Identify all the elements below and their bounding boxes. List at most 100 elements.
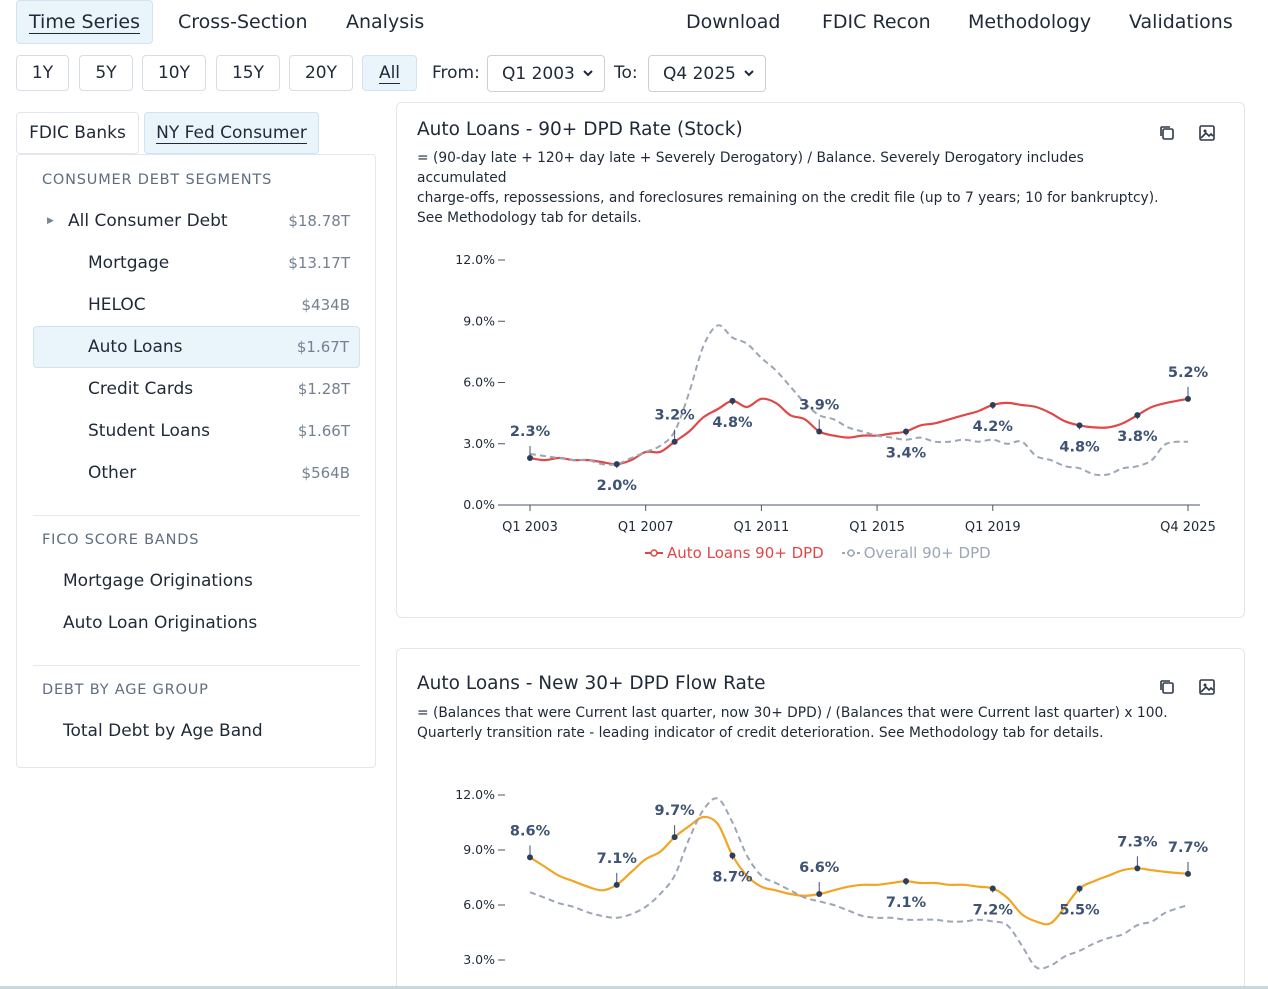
y-tick-label: 3.0% <box>463 436 495 451</box>
data-label: 8.7% <box>712 870 753 886</box>
x-tick-label: Q1 2007 <box>618 520 674 535</box>
x-tick-label: Q1 2015 <box>849 520 905 535</box>
series-line-overall-30dpd <box>529 797 1189 970</box>
sidebar-item-mortgage[interactable]: Mortgage $13.17T <box>33 242 360 284</box>
legend-label-overall[interactable]: Overall 90+ DPD <box>863 544 991 562</box>
legend-label-auto[interactable]: Auto Loans 90+ DPD <box>667 544 824 562</box>
range-button-20y[interactable]: 20Y <box>289 55 353 91</box>
sidebar-item-auto-loans[interactable]: Auto Loans $1.67T <box>33 326 360 368</box>
section-heading-debt-by-age: DEBT BY AGE GROUP <box>42 682 209 698</box>
tab-time-series[interactable]: Time Series <box>16 0 153 44</box>
range-label: All <box>378 62 401 84</box>
description-line: See Methodology tab for details. <box>417 210 642 226</box>
chevron-down-icon <box>583 70 593 77</box>
data-point <box>816 428 823 435</box>
description-line: = (90-day late + 120+ day late + Severel… <box>417 150 1084 186</box>
range-button-5y[interactable]: 5Y <box>79 55 133 91</box>
to-select[interactable]: Q4 2025 <box>648 55 766 92</box>
description-line: = (Balances that were Current last quart… <box>417 705 1168 721</box>
sidebar-item-all-consumer-debt[interactable]: ▶ All Consumer Debt $18.78T <box>33 200 360 242</box>
sidebar-item-label: Auto Loan Originations <box>63 613 258 633</box>
image-download-icon[interactable] <box>1197 123 1217 143</box>
data-point <box>989 885 996 892</box>
tab-methodology[interactable]: Methodology <box>968 0 1091 44</box>
data-point <box>1134 865 1141 872</box>
data-point <box>1134 412 1141 419</box>
tab-label: Analysis <box>346 11 425 33</box>
sidebar-item-other[interactable]: Other $564B <box>33 452 360 494</box>
series-line-auto-30dpd <box>529 815 1189 926</box>
x-tick-label: Q1 2019 <box>965 520 1021 535</box>
legend-marker-overall <box>841 549 860 557</box>
tab-validations[interactable]: Validations <box>1129 0 1233 44</box>
y-tick-label: 9.0% <box>463 313 495 328</box>
sidebar-item-heloc[interactable]: HELOC $434B <box>33 284 360 326</box>
data-label: 3.9% <box>799 398 840 414</box>
tab-label: Download <box>686 11 781 33</box>
copy-icon[interactable] <box>1157 677 1177 697</box>
data-label: 3.2% <box>655 408 696 424</box>
data-label: 7.2% <box>973 903 1014 919</box>
y-tick-label: 6.0% <box>463 897 495 912</box>
chart-title: Auto Loans - 90+ DPD Rate (Stock) <box>417 119 743 140</box>
data-point <box>527 455 533 462</box>
tab-fdic-recon[interactable]: FDIC Recon <box>822 0 931 44</box>
sidebar-item-label: Student Loans <box>88 421 210 441</box>
data-label: 4.8% <box>1059 439 1100 455</box>
x-tick-label: Q4 2025 <box>1160 520 1216 535</box>
data-point <box>989 401 996 408</box>
tab-download[interactable]: Download <box>686 0 780 44</box>
from-select[interactable]: Q1 2003 <box>487 55 605 92</box>
chart-card-30dpd-flow: Auto Loans - New 30+ DPD Flow Rate = (Ba… <box>396 648 1245 989</box>
data-point <box>671 834 678 841</box>
tab-label: FDIC Recon <box>822 11 931 33</box>
data-label: 2.3% <box>510 424 551 440</box>
to-value: Q4 2025 <box>663 63 736 84</box>
image-download-icon[interactable] <box>1197 677 1217 697</box>
y-tick-label: 0.0% <box>463 497 495 512</box>
data-point <box>671 438 678 445</box>
section-heading-fico-bands: FICO SCORE BANDS <box>42 532 200 548</box>
data-label: 3.8% <box>1117 429 1158 445</box>
tab-analysis[interactable]: Analysis <box>346 0 424 44</box>
data-label: 7.3% <box>1117 834 1158 850</box>
copy-icon[interactable] <box>1157 123 1177 143</box>
sidebar-item-value: $1.67T <box>296 338 349 356</box>
top-nav: Time Series Cross-Section Analysis Downl… <box>0 0 1268 46</box>
sidebar-item-mortgage-originations[interactable]: Mortgage Originations <box>33 560 360 602</box>
y-tick-label: 12.0% <box>455 787 495 802</box>
range-button-all[interactable]: All <box>362 55 417 91</box>
data-point <box>1185 395 1191 402</box>
description-line: Quarterly transition rate - leading indi… <box>417 725 1104 741</box>
range-button-10y[interactable]: 10Y <box>142 55 206 91</box>
chart-card-90dpd: Auto Loans - 90+ DPD Rate (Stock) = (90-… <box>396 102 1245 618</box>
x-tick-label: Q1 2011 <box>734 520 790 535</box>
data-point <box>613 881 620 888</box>
range-button-15y[interactable]: 15Y <box>216 55 280 91</box>
data-label: 7.1% <box>597 851 638 867</box>
series-line-overall-90dpd <box>529 324 1189 477</box>
sidebar-item-auto-loan-originations[interactable]: Auto Loan Originations <box>33 602 360 644</box>
source-tab-fdic-banks[interactable]: FDIC Banks <box>16 112 139 154</box>
data-label: 7.1% <box>886 895 927 911</box>
data-point <box>903 428 909 435</box>
divider <box>33 515 360 516</box>
sidebar-item-total-debt-by-age-band[interactable]: Total Debt by Age Band <box>33 710 360 752</box>
sidebar-item-value: $18.78T <box>288 212 350 230</box>
source-tab-ny-fed-consumer[interactable]: NY Fed Consumer <box>144 112 319 154</box>
data-label: 2.0% <box>597 478 638 494</box>
y-tick-label: 9.0% <box>463 842 495 857</box>
sidebar-item-label: HELOC <box>88 295 146 315</box>
sidebar-item-value: $13.17T <box>288 254 350 272</box>
sidebar-item-student-loans[interactable]: Student Loans $1.66T <box>33 410 360 452</box>
data-point <box>729 397 736 404</box>
sidebar-item-label: Mortgage <box>88 253 170 273</box>
tab-label: Methodology <box>968 11 1092 33</box>
sidebar-item-label: Credit Cards <box>88 379 194 399</box>
tab-cross-section[interactable]: Cross-Section <box>178 0 308 44</box>
range-label: 10Y <box>157 63 191 83</box>
chart-description: = (90-day late + 120+ day late + Severel… <box>417 148 1177 228</box>
sidebar-item-credit-cards[interactable]: Credit Cards $1.28T <box>33 368 360 410</box>
chart-90dpd: 0.0% 3.0% 6.0% 9.0% 12.0% Q1 2003 Q1 2007 Q1 20… <box>455 252 1216 535</box>
range-button-1y[interactable]: 1Y <box>16 55 69 91</box>
